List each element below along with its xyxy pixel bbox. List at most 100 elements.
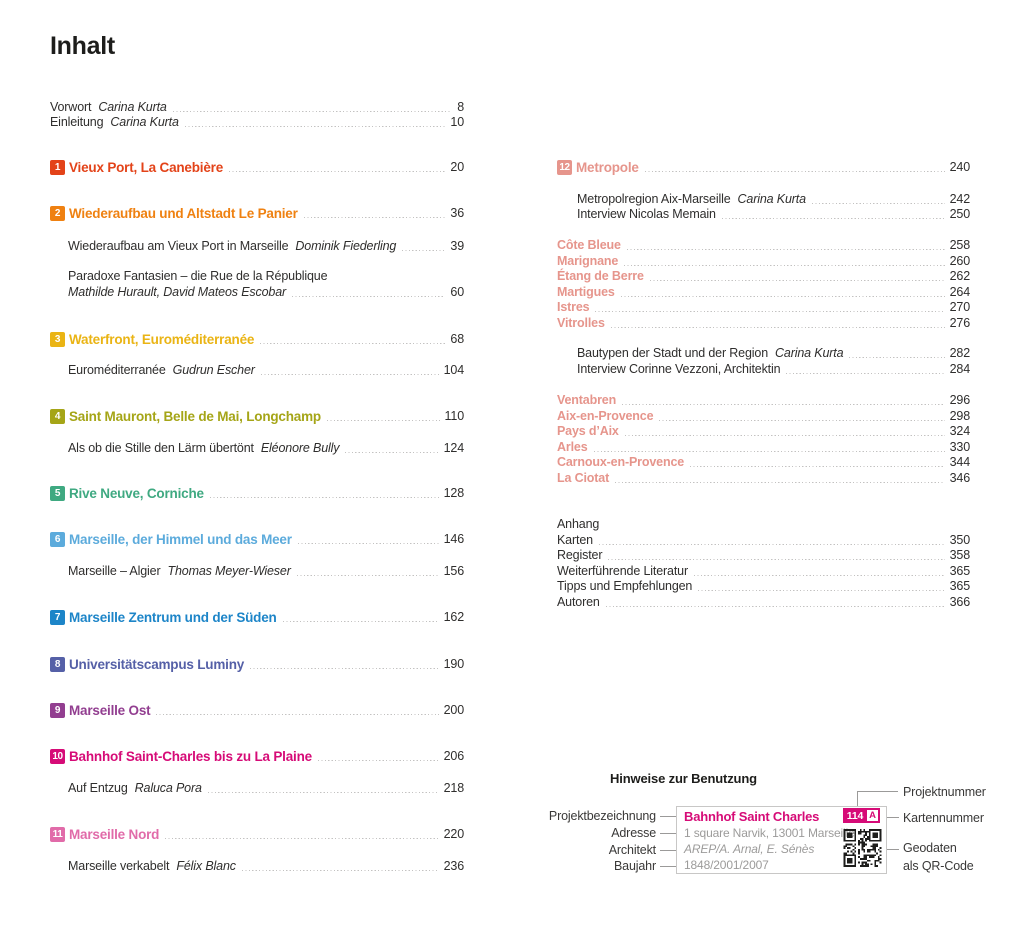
page-number: 200 — [443, 703, 464, 717]
page-number: 8 — [457, 100, 464, 114]
dot-leader — [241, 869, 439, 871]
dot-leader — [165, 837, 439, 839]
toc-entry-title: Anhang — [557, 517, 600, 531]
chapter-number-badge: 1 — [50, 159, 65, 175]
dot-leader — [229, 170, 446, 172]
page-number: 236 — [443, 859, 464, 873]
chapter-title: Saint Mauront, Belle de Mai, Longchamp — [69, 408, 321, 424]
toc-entry-title: Marseille – Algier — [68, 564, 161, 578]
toc-entry: Côte Bleue 258 — [557, 237, 970, 253]
toc-entry: Euroméditerranée Gudrun Escher 104 — [50, 362, 464, 378]
connector-line — [660, 833, 687, 834]
toc-entry: Auf Entzug Raluca Pora 218 — [50, 780, 464, 796]
toc-entry: 12 Metropole 240 — [557, 159, 970, 175]
page-number: 190 — [443, 657, 464, 671]
dot-leader — [690, 465, 945, 467]
toc-entry: Anhang — [557, 516, 970, 532]
toc-entry-title: Aix-en-Provence — [557, 409, 654, 423]
page-number: 242 — [949, 192, 970, 206]
sample-project-year: 1848/2001/2007 — [684, 858, 769, 872]
toc-entry-title: Einleitung — [50, 115, 104, 129]
toc-entry: Vitrolles 276 — [557, 315, 970, 331]
toc-entry-title: Weiterführende Literatur — [557, 564, 688, 578]
toc-entry-title: Carnoux-en-Provence — [557, 455, 685, 469]
dot-leader — [626, 248, 945, 250]
toc-entry: Interview Corinne Vezzoni, Architektin 28… — [557, 361, 970, 377]
toc-entry-title: Paradoxe Fantasien – die Rue de la Répub… — [68, 269, 328, 283]
page-number: 264 — [949, 285, 970, 299]
dot-leader — [593, 450, 945, 452]
page-number: 162 — [443, 610, 464, 624]
toc-entry-title: Vitrolles — [557, 316, 605, 330]
label-architekt: Architekt — [608, 843, 656, 857]
connector-line — [660, 866, 687, 867]
dot-leader — [598, 543, 945, 545]
page-number: 104 — [443, 363, 464, 377]
toc-entry-author: Eléonore Bully — [260, 441, 340, 455]
toc-entry-title: Karten — [557, 533, 593, 547]
toc-entry-title: Ventabren — [557, 393, 617, 407]
page-number: 206 — [443, 749, 464, 763]
page-number: 10 — [450, 115, 464, 129]
dot-leader — [303, 216, 446, 218]
toc-entry-title: Metropolregion Aix-Marseille — [577, 192, 731, 206]
usage-notes-heading: Hinweise zur Benutzung — [610, 771, 757, 786]
page-number: 284 — [949, 362, 970, 376]
toc-entry-author: Carina Kurta — [775, 346, 844, 360]
toc-entry: Karten 350 — [557, 532, 970, 548]
connector-line — [857, 791, 898, 792]
chapter-number-badge: 4 — [50, 408, 65, 424]
toc-entry: Martigues 264 — [557, 284, 970, 300]
toc-entry-title: Istres — [557, 300, 590, 314]
toc-entry: Autoren 366 — [557, 594, 970, 610]
chapter-title: Vieux Port, La Canebière — [69, 159, 224, 175]
chapter-number-badge: 8 — [50, 656, 65, 672]
page-number: 36 — [450, 206, 464, 220]
toc-entry-title: Pays d’Aix — [557, 424, 619, 438]
dot-leader — [721, 217, 945, 219]
page-number: 156 — [443, 564, 464, 578]
toc-entry: Register 358 — [557, 547, 970, 563]
toc-entry: Étang de Berre 262 — [557, 268, 970, 284]
dot-leader — [297, 542, 439, 544]
page-number: 20 — [450, 160, 464, 174]
toc-entry-author: Gudrun Escher — [172, 363, 255, 377]
connector-line — [884, 849, 899, 850]
page-number: 296 — [949, 393, 970, 407]
chapter-title: Wiederaufbau und Altstadt Le Panier — [69, 205, 298, 221]
dot-leader — [209, 496, 439, 498]
chapter-title: Waterfront, Euroméditerranée — [69, 331, 255, 347]
toc-entry: 7 Marseille Zentrum und der Süden 162 — [50, 609, 464, 625]
toc-entry: 4 Saint Mauront, Belle de Mai, Longchamp 1… — [50, 408, 464, 424]
page-number: 240 — [949, 160, 970, 174]
page-number: 110 — [444, 409, 464, 423]
dot-leader — [698, 589, 945, 591]
chapter-number-badge: 11 — [50, 826, 65, 842]
toc-entry: Wiederaufbau am Vieux Port in Marseille D… — [50, 238, 464, 254]
toc-entry-title: Euroméditerranée — [68, 363, 166, 377]
dot-leader — [326, 419, 440, 421]
dot-leader — [605, 605, 945, 607]
toc-entry-author: Thomas Meyer-Wieser — [167, 564, 291, 578]
chapter-number-badge: 10 — [50, 748, 65, 764]
toc-entry-author: Carina Kurta — [110, 115, 179, 129]
toc-entry-title: Martigues — [557, 285, 615, 299]
page-number: 344 — [949, 455, 970, 469]
page-number: 346 — [949, 471, 970, 485]
dot-leader — [172, 110, 453, 112]
dot-leader — [608, 558, 945, 560]
dot-leader — [292, 295, 446, 297]
page-number: 124 — [443, 441, 464, 455]
toc-entry: Carnoux-en-Provence 344 — [557, 454, 970, 470]
connector-line — [660, 816, 687, 817]
dot-leader — [260, 342, 446, 344]
dot-leader — [402, 249, 446, 251]
toc-entry: Istres 270 — [557, 299, 970, 315]
page-number: 220 — [443, 827, 464, 841]
toc-entry: 2 Wiederaufbau und Altstadt Le Panier 36 — [50, 205, 464, 221]
toc-column-right: 12 Metropole 240 Metropolregion Aix-Marseil… — [557, 0, 970, 936]
sample-project-architect: AREP/A. Arnal, E. Sénès — [684, 842, 815, 856]
label-baujahr: Baujahr — [613, 859, 656, 873]
toc-entry-title: Interview Corinne Vezzoni, Architektin — [577, 362, 781, 376]
toc-entry: La Ciotat 346 — [557, 470, 970, 486]
